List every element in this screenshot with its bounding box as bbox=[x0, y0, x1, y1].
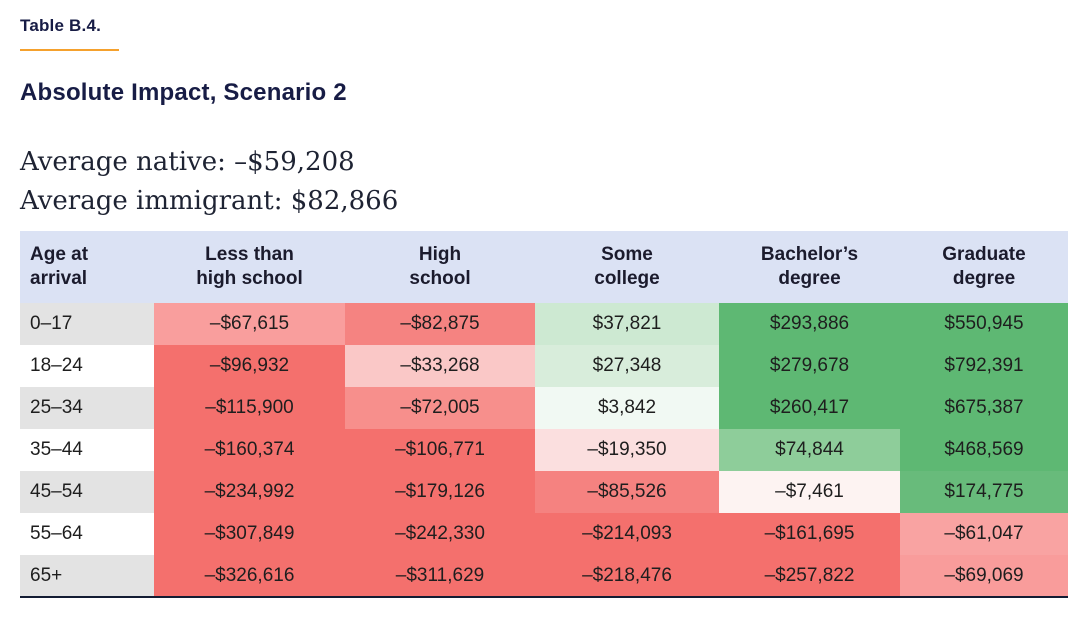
value-cell: –$161,695 bbox=[719, 513, 900, 555]
value-cell: –$33,268 bbox=[345, 345, 535, 387]
table-row: 55–64 –$307,849 –$242,330 –$214,093 –$161,69… bbox=[20, 513, 1068, 555]
column-header-some-college: Some college bbox=[535, 231, 719, 303]
value-cell: –$67,615 bbox=[154, 303, 345, 345]
value-cell: –$61,047 bbox=[900, 513, 1068, 555]
impact-table-body: 0–17 –$67,615 –$82,875 $37,821 $293,886 $550,… bbox=[20, 303, 1068, 597]
table-row: 45–54 –$234,992 –$179,126 –$85,526 –$7,461 $1… bbox=[20, 471, 1068, 513]
value-cell: $468,569 bbox=[900, 429, 1068, 471]
value-cell: $74,844 bbox=[719, 429, 900, 471]
value-cell: –$106,771 bbox=[345, 429, 535, 471]
value-cell: $550,945 bbox=[900, 303, 1068, 345]
age-cell: 35–44 bbox=[20, 429, 154, 471]
value-cell: $293,886 bbox=[719, 303, 900, 345]
table-label: Table B.4. bbox=[20, 16, 102, 35]
value-cell: $174,775 bbox=[900, 471, 1068, 513]
value-cell: –$257,822 bbox=[719, 555, 900, 597]
value-cell: –$96,932 bbox=[154, 345, 345, 387]
average-immigrant-line: Average immigrant: $82,866 bbox=[20, 186, 399, 216]
value-cell: –$179,126 bbox=[345, 471, 535, 513]
figure-title: Absolute Impact, Scenario 2 bbox=[20, 79, 347, 106]
column-header-bachelors-degree: Bachelor’s degree bbox=[719, 231, 900, 303]
table-row: 35–44 –$160,374 –$106,771 –$19,350 $74,844 $4… bbox=[20, 429, 1068, 471]
column-header-graduate-degree: Graduate degree bbox=[900, 231, 1068, 303]
report-figure: Table B.4. Absolute Impact, Scenario 2 A… bbox=[20, 16, 1089, 598]
value-cell: –$7,461 bbox=[719, 471, 900, 513]
summary-block: Average native: –$59,208 Average immigra… bbox=[20, 143, 1089, 221]
table-row: 25–34 –$115,900 –$72,005 $3,842 $260,417 $675… bbox=[20, 387, 1068, 429]
age-cell: 45–54 bbox=[20, 471, 154, 513]
table-row: 65+ –$326,616 –$311,629 –$218,476 –$257,822–… bbox=[20, 555, 1068, 597]
value-cell: –$19,350 bbox=[535, 429, 719, 471]
value-cell: $279,678 bbox=[719, 345, 900, 387]
value-cell: $260,417 bbox=[719, 387, 900, 429]
average-native-line: Average native: –$59,208 bbox=[20, 147, 355, 177]
value-cell: –$326,616 bbox=[154, 555, 345, 597]
column-header-high-school: High school bbox=[345, 231, 535, 303]
age-cell: 0–17 bbox=[20, 303, 154, 345]
value-cell: –$115,900 bbox=[154, 387, 345, 429]
column-header-less-than-high-school: Less than high school bbox=[154, 231, 345, 303]
value-cell: $3,842 bbox=[535, 387, 719, 429]
value-cell: $27,348 bbox=[535, 345, 719, 387]
value-cell: $792,391 bbox=[900, 345, 1068, 387]
value-cell: –$85,526 bbox=[535, 471, 719, 513]
value-cell: $675,387 bbox=[900, 387, 1068, 429]
age-cell: 25–34 bbox=[20, 387, 154, 429]
value-cell: –$218,476 bbox=[535, 555, 719, 597]
value-cell: $37,821 bbox=[535, 303, 719, 345]
value-cell: –$242,330 bbox=[345, 513, 535, 555]
value-cell: –$311,629 bbox=[345, 555, 535, 597]
header-row: Age at arrival Less than high school Hig… bbox=[20, 231, 1068, 303]
accent-rule bbox=[20, 49, 119, 51]
impact-table: Age at arrival Less than high school Hig… bbox=[20, 231, 1068, 598]
table-row: 0–17 –$67,615 –$82,875 $37,821 $293,886 $550,… bbox=[20, 303, 1068, 345]
value-cell: –$214,093 bbox=[535, 513, 719, 555]
column-header-age-at-arrival: Age at arrival bbox=[20, 231, 154, 303]
age-cell: 65+ bbox=[20, 555, 154, 597]
value-cell: –$160,374 bbox=[154, 429, 345, 471]
value-cell: –$307,849 bbox=[154, 513, 345, 555]
age-cell: 18–24 bbox=[20, 345, 154, 387]
value-cell: –$82,875 bbox=[345, 303, 535, 345]
age-cell: 55–64 bbox=[20, 513, 154, 555]
value-cell: –$69,069 bbox=[900, 555, 1068, 597]
table-row: 18–24 –$96,932 –$33,268 $27,348 $279,678 $792… bbox=[20, 345, 1068, 387]
value-cell: –$234,992 bbox=[154, 471, 345, 513]
value-cell: –$72,005 bbox=[345, 387, 535, 429]
